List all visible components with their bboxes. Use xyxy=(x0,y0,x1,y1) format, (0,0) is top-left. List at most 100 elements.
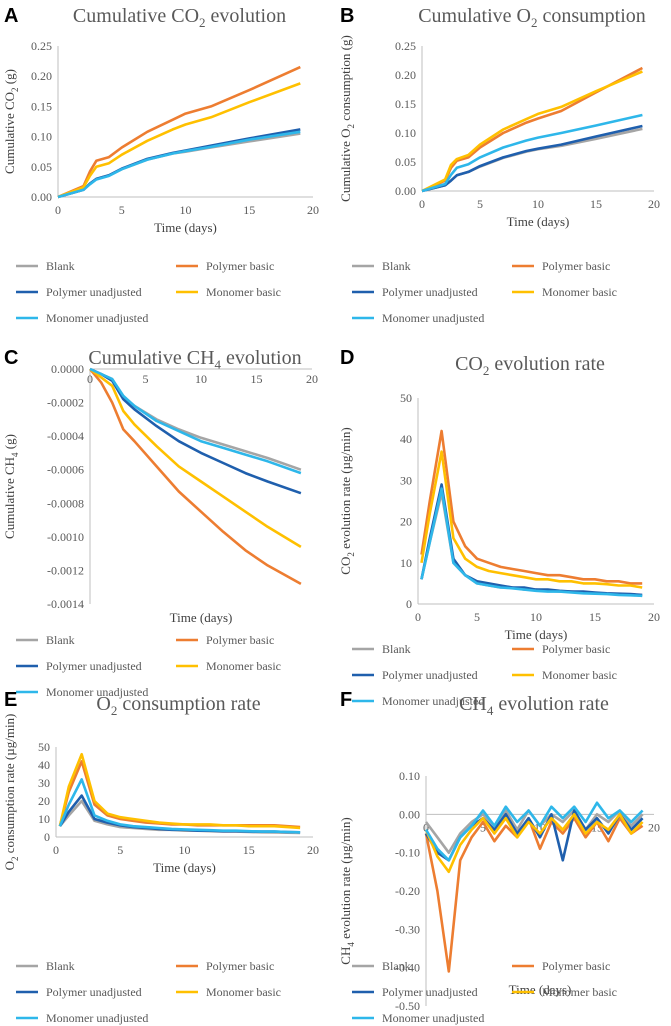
legend-label-polymer-unadjusted-e: Polymer unadjusted xyxy=(46,985,142,999)
x-tick-label-a: 10 xyxy=(180,203,192,217)
y-tick-label-c: -0.0014 xyxy=(47,597,84,611)
y-axis-label-sub-c: 4 xyxy=(10,452,20,457)
legend-label-polymer-unadjusted-b: Polymer unadjusted xyxy=(382,285,478,299)
y-tick-label-d: 50 xyxy=(400,391,412,405)
legend-item-blank-b: Blank xyxy=(352,259,411,273)
panel-f: F CH4 evolution rate -0.50 -0.40 -0.30 -0.20-… xyxy=(336,684,671,1026)
y-axis-label-tail-c: (g) xyxy=(2,434,17,452)
panel-letter-d: D xyxy=(340,347,354,369)
series-line-polymer-unadjusted-c xyxy=(89,367,302,495)
legend-item-polymer-basic-a: Polymer basic xyxy=(176,259,274,273)
legend-item-polymer-unadjusted-b: Polymer unadjusted xyxy=(352,285,478,299)
y-tick-label-b: 0.05 xyxy=(395,155,416,169)
panel-c: C Cumulative CH4 evolution -0.0014 -0.0012 -… xyxy=(0,342,335,699)
y-tick-label-e: 30 xyxy=(38,776,50,790)
legend-item-polymer-unadjusted-c: Polymer unadjusted xyxy=(16,659,142,673)
x-tick-label-a: 15 xyxy=(243,203,255,217)
legend-item-polymer-basic-d: Polymer basic xyxy=(512,642,610,656)
legend-item-polymer-unadjusted-f: Polymer unadjusted xyxy=(352,985,478,999)
legend-item-polymer-basic-c: Polymer basic xyxy=(176,633,274,647)
y-axis-label-main-a: Cumulative CO xyxy=(2,92,17,174)
legend-item-polymer-unadjusted-e: Polymer unadjusted xyxy=(16,985,142,999)
chart-title-d: CO2 evolution rate xyxy=(455,353,605,378)
series-line-polymer-basic-f xyxy=(424,816,644,973)
legend-item-blank-a: Blank xyxy=(16,259,75,273)
x-tick-label-a: 5 xyxy=(119,203,125,217)
x-tick-label-b: 10 xyxy=(532,197,544,211)
chart-title-main-c: Cumulative CH xyxy=(88,347,214,369)
panel-d: D CO2 evolution rate 0 10 20 30 40 50 0 5 10 15 20 Ti… xyxy=(336,342,671,708)
y-axis-label-sub-e: 2 xyxy=(10,857,20,862)
y-tick-label-a: 0.10 xyxy=(31,130,52,144)
y-tick-label-b: 0.15 xyxy=(395,97,416,111)
x-tick-label-c: 5 xyxy=(143,372,149,386)
y-tick-label-b: 0.10 xyxy=(395,126,416,140)
panel-letter-b: B xyxy=(340,5,354,27)
chart-title-c: Cumulative CH4 evolution xyxy=(88,347,301,372)
y-tick-label-f: -0.10 xyxy=(395,846,420,860)
legend-item-monomer-unadjusted-e: Monomer unadjusted xyxy=(16,1011,148,1025)
chart-title-main-e: O xyxy=(96,693,110,715)
panel-letter-c: C xyxy=(4,347,18,369)
legend-item-monomer-unadjusted-a: Monomer unadjusted xyxy=(16,311,148,325)
series-line-monomer-unadjusted-a xyxy=(57,130,301,199)
legend-item-blank-f: Blank xyxy=(352,959,411,973)
chart-title-sub-d: 2 xyxy=(483,363,490,378)
y-tick-label-b: 0.00 xyxy=(395,184,416,198)
x-tick-label-c: 10 xyxy=(195,372,207,386)
legend-label-polymer-unadjusted-a: Polymer unadjusted xyxy=(46,285,142,299)
x-axis-label-a: Time (days) xyxy=(154,220,217,235)
y-tick-label-d: 20 xyxy=(400,515,412,529)
chart-title-sub-b: 2 xyxy=(531,15,538,30)
legend-label-monomer-basic-d: Monomer basic xyxy=(542,668,617,682)
legend-item-blank-e: Blank xyxy=(16,959,75,973)
legend-label-blank-f: Blank xyxy=(382,959,411,973)
chart-title-a: Cumulative CO2 evolution xyxy=(73,5,286,30)
y-tick-label-a: 0.15 xyxy=(31,99,52,113)
series-line-monomer-basic-b xyxy=(421,70,643,193)
legend-label-blank-b: Blank xyxy=(382,259,411,273)
chart-title-main-b: Cumulative O xyxy=(418,5,531,27)
legend-item-polymer-unadjusted-a: Polymer unadjusted xyxy=(16,285,142,299)
legend-label-polymer-unadjusted-f: Polymer unadjusted xyxy=(382,985,478,999)
y-axis-label-tail-e: consumption rate (µg/min) xyxy=(2,714,17,857)
y-tick-label-c: -0.0010 xyxy=(47,530,84,544)
series-line-monomer-unadjusted-b xyxy=(421,113,643,193)
legend-label-polymer-basic-d: Polymer basic xyxy=(542,642,610,656)
y-tick-label-f: -0.20 xyxy=(395,884,420,898)
legend-item-monomer-basic-e: Monomer basic xyxy=(176,985,281,999)
chart-c-svg: C Cumulative CH4 evolution -0.0014 -0.0012 -… xyxy=(2,347,318,699)
y-tick-label-c: 0.0000 xyxy=(51,362,84,376)
legend-label-monomer-basic-e: Monomer basic xyxy=(206,985,281,999)
chart-f-svg: F CH4 evolution rate-0.50-0.40-0.30-0.20-… xyxy=(338,689,660,1025)
y-axis-label-sub-b: 2 xyxy=(346,124,356,129)
x-tick-label-b: 15 xyxy=(590,197,602,211)
legend-item-monomer-unadjusted-c: Monomer unadjusted xyxy=(16,685,148,699)
chart-title-tail-f: evolution rate xyxy=(493,693,609,715)
legend-item-monomer-basic-b: Monomer basic xyxy=(512,285,617,299)
y-tick-label-c: -0.0012 xyxy=(47,563,84,577)
legend-item-blank-d: Blank xyxy=(352,642,411,656)
chart-a-svg: A Cumulative CO2 evolution0.000.050.100.1… xyxy=(2,5,319,325)
legend-label-polymer-basic-f: Polymer basic xyxy=(542,959,610,973)
chart-b-svg: B Cumulative O2 consumption 0.00 0.05 0.10 0.… xyxy=(338,5,660,325)
x-tick-label-f: 0 xyxy=(423,820,429,834)
x-axis-label-e: Time (days) xyxy=(153,860,216,875)
chart-title-sub-c: 4 xyxy=(215,357,222,372)
y-tick-label-a: 0.25 xyxy=(31,39,52,53)
y-tick-label-a: 0.05 xyxy=(31,160,52,174)
legend-item-monomer-basic-a: Monomer basic xyxy=(176,285,281,299)
y-axis-label-tail-a: (g) xyxy=(2,69,17,87)
series-line-monomer-basic-e xyxy=(58,752,301,830)
legend-item-polymer-basic-b: Polymer basic xyxy=(512,259,610,273)
y-axis-label-d: CO2 evolution rate (µg/min) xyxy=(338,427,356,574)
legend-label-monomer-unadjusted-a: Monomer unadjusted xyxy=(46,311,148,325)
chart-title-e: O2 consumption rate xyxy=(96,693,260,718)
legend-label-polymer-unadjusted-c: Polymer unadjusted xyxy=(46,659,142,673)
series-line-polymer-basic-c xyxy=(88,368,302,586)
y-axis-label-sub-a: 2 xyxy=(10,87,20,92)
x-tick-label-d: 10 xyxy=(530,610,542,624)
y-axis-label-sub-d: 2 xyxy=(346,552,356,557)
chart-title-b: Cumulative O2 consumption xyxy=(418,5,646,30)
